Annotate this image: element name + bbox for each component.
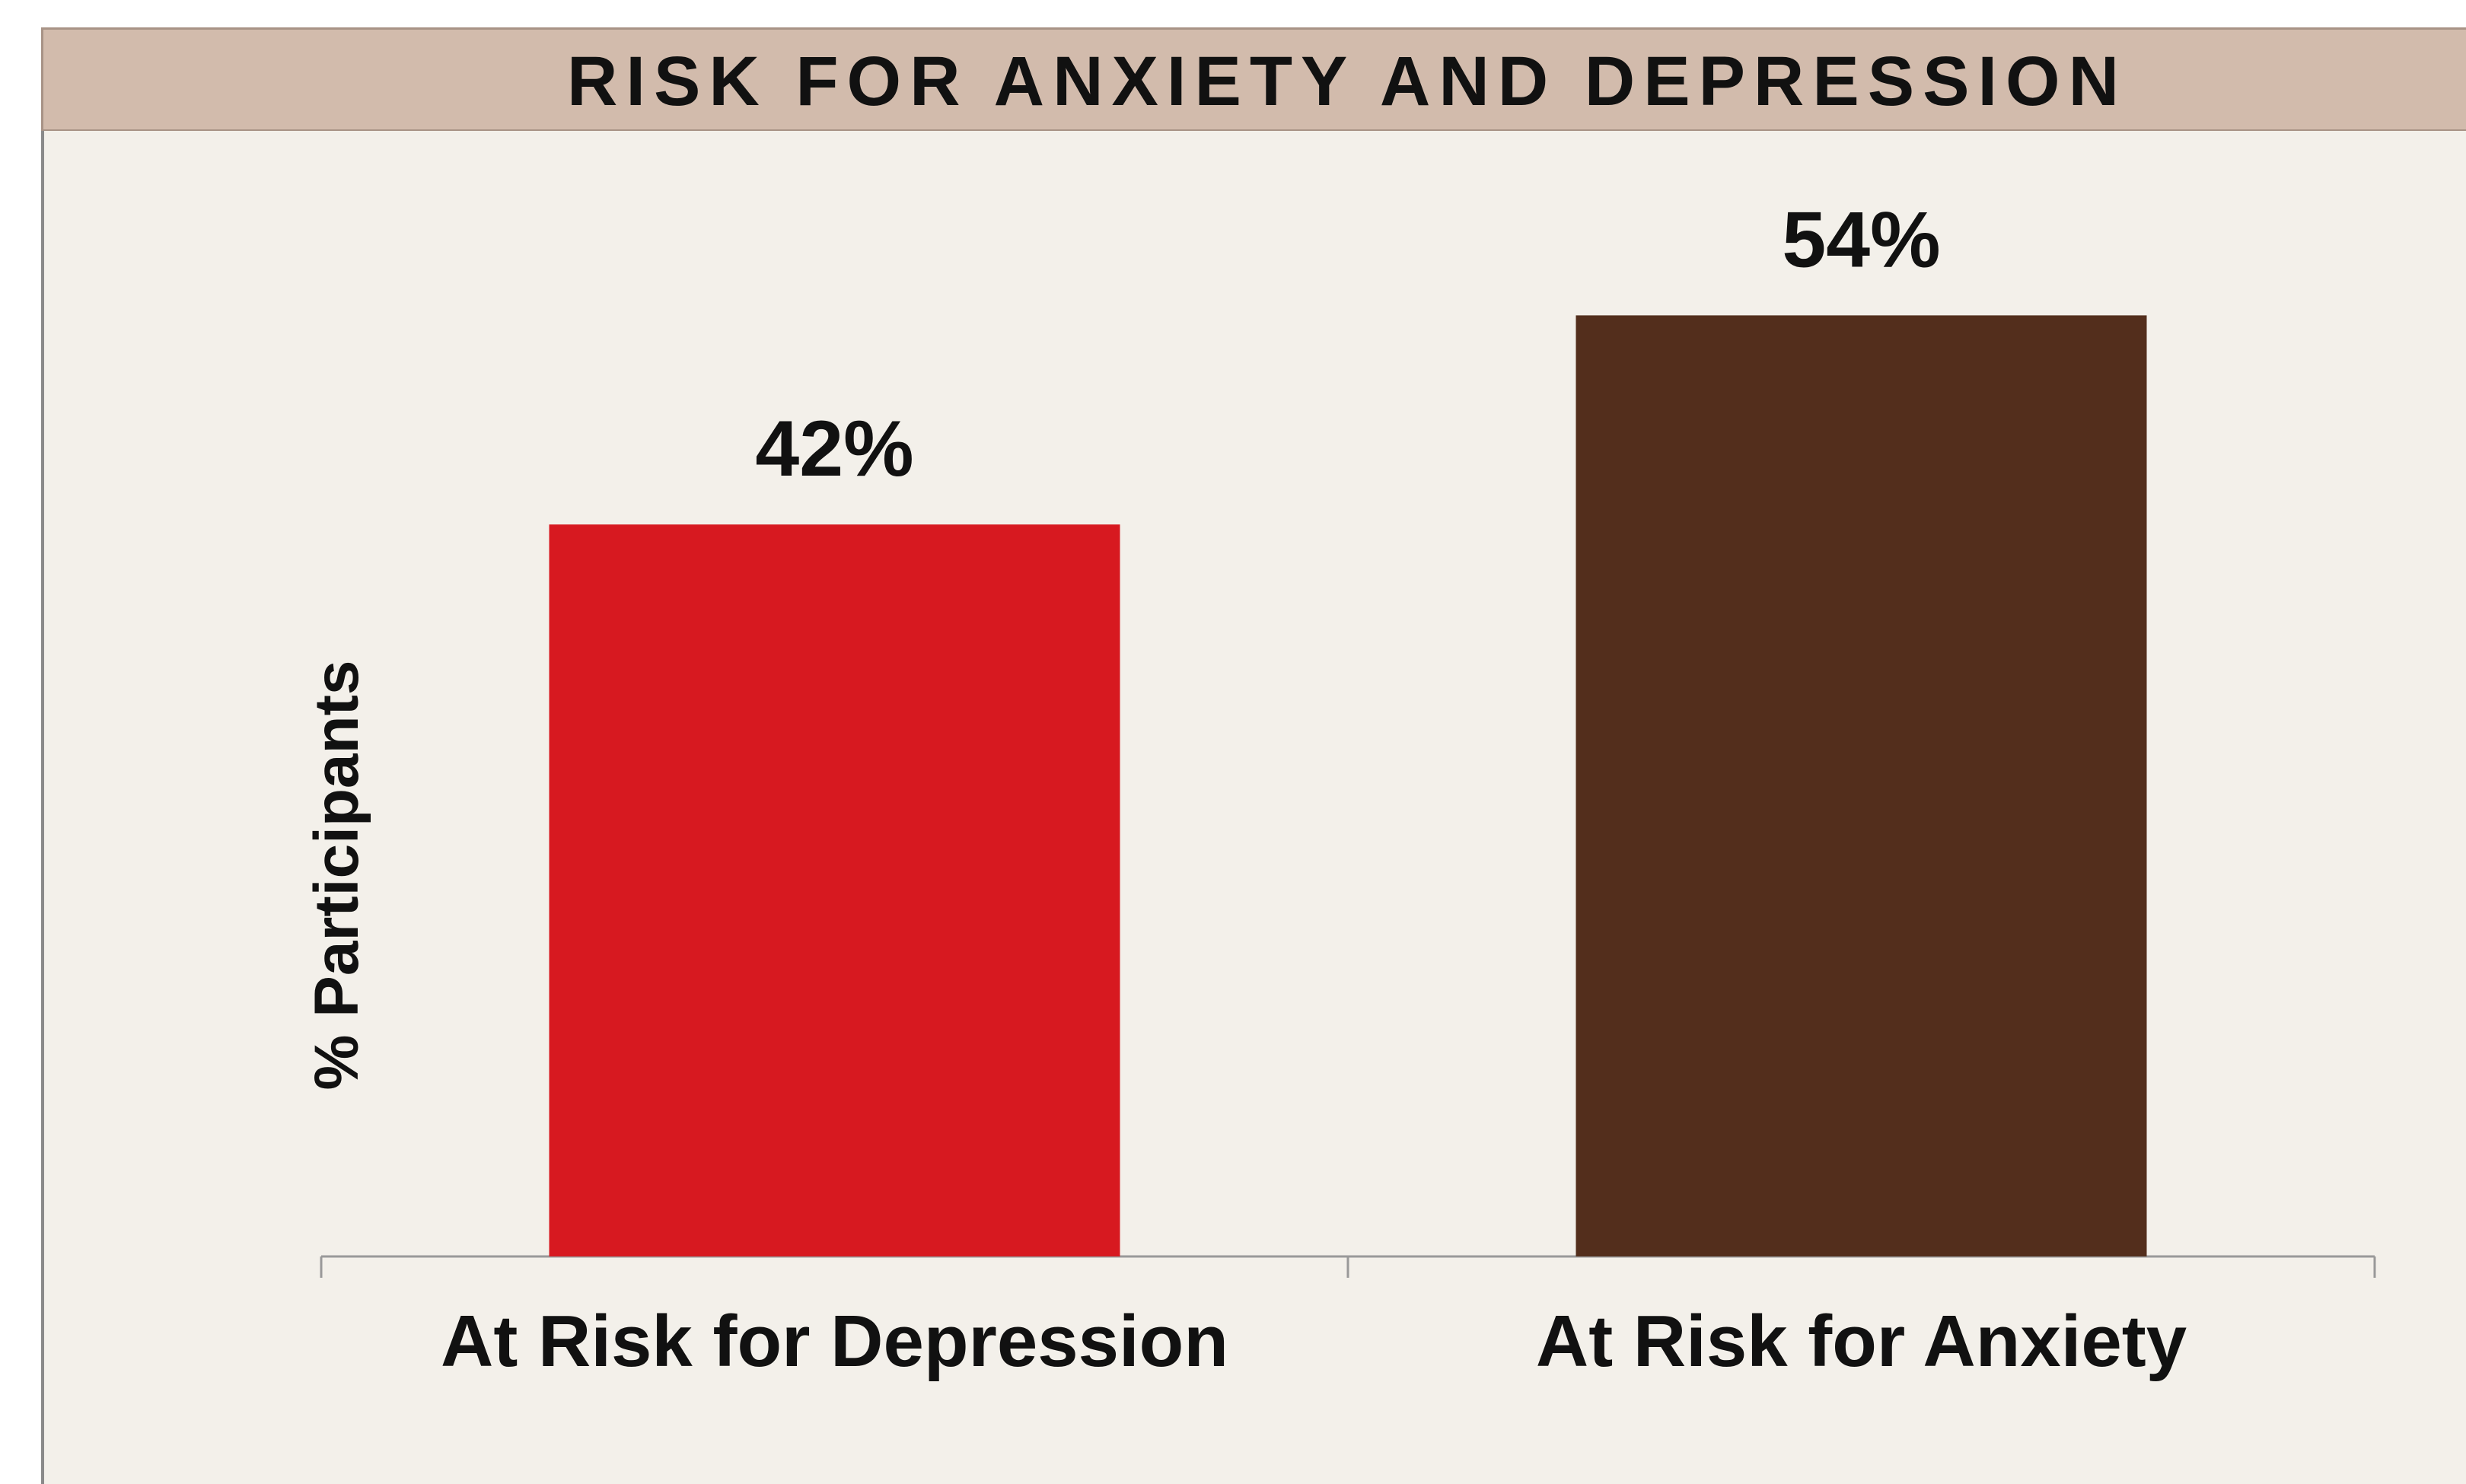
category-label-1: At Risk for Depression bbox=[441, 1301, 1228, 1382]
ticks-layer bbox=[320, 1256, 2376, 1278]
bars-layer bbox=[549, 315, 2147, 1256]
data-label-2: 54% bbox=[1782, 196, 1940, 284]
y-axis-label: % Participants bbox=[302, 660, 371, 1090]
data-label-1: 42% bbox=[755, 405, 913, 493]
category-label-2: At Risk for Anxiety bbox=[1536, 1301, 2187, 1382]
chart-title: RISK FOR ANXIETY AND DEPRESSION bbox=[566, 43, 2128, 120]
bar-2 bbox=[1576, 315, 2147, 1256]
bar-1 bbox=[549, 524, 1120, 1256]
title-bar: RISK FOR ANXIETY AND DEPRESSION bbox=[41, 27, 2466, 131]
labels-layer: 42% At Risk for Depression 54% At Risk for … bbox=[441, 196, 2187, 1382]
